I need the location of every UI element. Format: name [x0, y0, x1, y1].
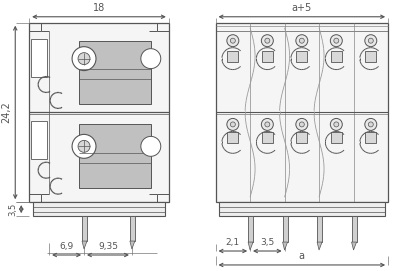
Bar [331, 51, 342, 62]
Circle shape [368, 122, 373, 127]
Circle shape [334, 122, 339, 127]
Text: 2,1: 2,1 [226, 238, 240, 247]
Circle shape [78, 140, 90, 152]
Bar [31, 121, 47, 159]
Text: a: a [299, 251, 305, 261]
Text: 18: 18 [93, 3, 105, 13]
Circle shape [72, 47, 96, 70]
Polygon shape [317, 242, 322, 250]
Circle shape [141, 49, 161, 69]
Circle shape [230, 38, 235, 43]
Bar [331, 133, 342, 143]
Circle shape [265, 122, 270, 127]
Bar [79, 124, 151, 188]
Circle shape [296, 118, 308, 130]
Polygon shape [248, 242, 253, 250]
Bar [130, 216, 135, 241]
Circle shape [365, 118, 377, 130]
Circle shape [261, 118, 273, 130]
Circle shape [261, 35, 273, 47]
Bar [296, 51, 307, 62]
Bar [33, 202, 165, 216]
Bar [352, 216, 356, 242]
Circle shape [330, 118, 342, 130]
Polygon shape [130, 241, 135, 249]
Text: 24,2: 24,2 [1, 102, 11, 123]
Circle shape [227, 35, 239, 47]
Circle shape [368, 38, 373, 43]
Circle shape [227, 118, 239, 130]
Circle shape [78, 53, 90, 64]
Bar [365, 51, 376, 62]
Bar [29, 23, 169, 202]
Circle shape [299, 122, 304, 127]
Circle shape [141, 136, 161, 156]
Polygon shape [282, 242, 288, 250]
Bar [365, 133, 376, 143]
Bar [262, 133, 273, 143]
Text: 9,35: 9,35 [98, 242, 118, 251]
Circle shape [330, 35, 342, 47]
Bar [227, 133, 238, 143]
Text: 3,5: 3,5 [260, 238, 274, 247]
Bar [317, 216, 322, 242]
Polygon shape [352, 242, 356, 250]
Bar [31, 39, 47, 76]
Polygon shape [82, 241, 87, 249]
Bar [248, 216, 253, 242]
Text: 6,9: 6,9 [60, 242, 74, 251]
Bar [82, 216, 87, 241]
Bar [227, 51, 238, 62]
Bar [216, 23, 388, 202]
Circle shape [299, 38, 304, 43]
Circle shape [72, 134, 96, 158]
Bar [262, 51, 273, 62]
Text: a+5: a+5 [292, 3, 312, 13]
Circle shape [296, 35, 308, 47]
Circle shape [365, 35, 377, 47]
Bar [218, 202, 385, 216]
Circle shape [265, 38, 270, 43]
Bar [296, 133, 307, 143]
Circle shape [230, 122, 235, 127]
Bar [79, 41, 151, 105]
Bar [282, 216, 288, 242]
Text: 3,5: 3,5 [8, 202, 17, 216]
Circle shape [334, 38, 339, 43]
